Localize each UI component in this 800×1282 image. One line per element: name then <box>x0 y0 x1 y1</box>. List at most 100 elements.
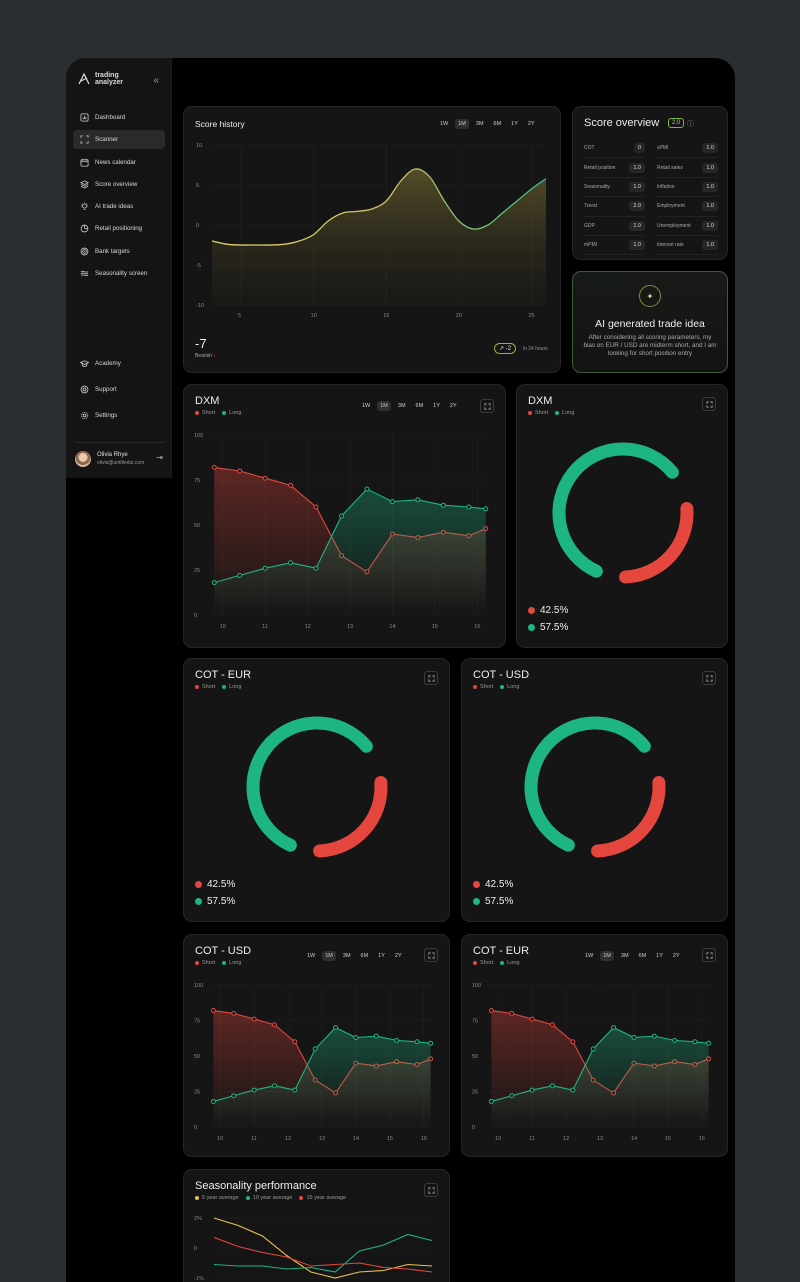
tf-2y[interactable]: 2Y <box>449 403 457 409</box>
score-value-pill: 1.0 <box>702 220 718 231</box>
score-value-pill: 1.0 <box>702 143 718 154</box>
donut-slice-long <box>524 716 651 852</box>
sidebar-item-support[interactable]: Support <box>73 380 165 399</box>
legend-15y: 15 year average <box>299 1195 346 1201</box>
y-tick-label: 75 <box>472 1019 478 1025</box>
pie-icon <box>80 225 89 233</box>
y-tick-label: -5 <box>196 263 201 269</box>
y-tick-label: 2% <box>194 1216 202 1222</box>
data-point <box>672 1037 678 1043</box>
tf-1y[interactable]: 1Y <box>511 121 518 127</box>
tf-3m[interactable]: 3M <box>397 403 406 409</box>
score-change-note: in 24 hours <box>523 346 548 352</box>
score-row: Inflation 1.0 <box>657 178 718 198</box>
sidebar-item-settings[interactable]: Settings <box>73 406 165 425</box>
logout-icon[interactable]: ⇥ <box>156 453 163 462</box>
tf-1w[interactable]: 1W <box>585 953 594 959</box>
sidebar-item-academy[interactable]: Academy <box>73 354 165 373</box>
x-tick-label: 14 <box>631 1136 637 1142</box>
sidebar-item-scanner[interactable]: Scanner <box>73 130 165 150</box>
tf-6m[interactable]: 6M <box>493 121 502 127</box>
sidebar-item-bank-targets[interactable]: Bank targets <box>73 242 165 261</box>
y-tick-label: 10 <box>196 143 202 149</box>
x-tick-label: 14 <box>353 1136 359 1142</box>
sidebar-item-news-calendar[interactable]: News calendar <box>73 153 165 172</box>
data-point <box>651 1033 657 1039</box>
short-percent: 42.5% <box>195 879 235 890</box>
info-icon[interactable]: ⓘ <box>687 121 694 128</box>
tf-6m[interactable]: 6M <box>415 403 424 409</box>
expand-button[interactable] <box>424 948 438 962</box>
y-tick-label: 75 <box>194 1019 200 1025</box>
tf-1w[interactable]: 1W <box>362 403 371 409</box>
expand-icon <box>705 400 713 408</box>
y-tick-label: 0 <box>194 1125 197 1131</box>
tf-6m[interactable]: 6M <box>638 953 647 959</box>
score-row: COT 0 <box>584 139 645 159</box>
series-line-long <box>213 1026 431 1102</box>
score-overview-grid: COT 0 sPMI 1.0 Retail position 1.0 Retail sale… <box>584 139 718 256</box>
long-percent: 57.5% <box>195 896 235 907</box>
sidebar-item-label: Settings <box>95 412 118 419</box>
timeframe-selector: 1W 1M 3M 6M 1Y 2Y <box>359 401 460 411</box>
data-point <box>373 1033 379 1039</box>
data-point <box>288 482 294 488</box>
expand-button[interactable] <box>702 948 716 962</box>
sidebar-item-retail-positioning[interactable]: Retail positioning <box>73 219 165 238</box>
sidebar-item-ai-trade-ideas[interactable]: AI trade ideas <box>73 197 165 216</box>
tf-3m[interactable]: 3M <box>620 953 629 959</box>
expand-button[interactable] <box>702 397 716 411</box>
ai-trade-idea-card[interactable]: ✦ AI generated trade idea After consider… <box>572 271 728 373</box>
expand-button[interactable] <box>424 671 438 685</box>
collapse-sidebar-icon[interactable]: « <box>153 75 159 86</box>
tf-6m[interactable]: 6M <box>360 953 369 959</box>
y-tick-label: 100 <box>194 983 203 989</box>
sidebar-item-seasonality-screen[interactable]: Seasonality screen <box>73 264 165 283</box>
tf-2y[interactable]: 2Y <box>672 953 680 959</box>
tf-3m[interactable]: 3M <box>342 953 351 959</box>
x-tick-label: 11 <box>529 1136 535 1142</box>
tf-2y[interactable]: 2Y <box>394 953 402 959</box>
tf-2y[interactable]: 2Y <box>527 121 535 127</box>
y-tick-label: 25 <box>472 1090 478 1096</box>
card-title: DXM <box>528 395 553 407</box>
x-tick-label: 12 <box>285 1136 291 1142</box>
score-key: Unemployment <box>657 222 691 229</box>
y-tick-label: -10 <box>196 303 204 309</box>
legend-short: Short <box>473 684 493 690</box>
score-row: Retail sales 1.0 <box>657 158 718 178</box>
tf-1y[interactable]: 1Y <box>433 403 440 409</box>
expand-button[interactable] <box>480 399 494 413</box>
sidebar-item-label: News calendar <box>95 158 136 166</box>
chart-legend: Short Long <box>195 410 241 416</box>
tf-3m[interactable]: 3M <box>475 121 484 127</box>
expand-button[interactable] <box>702 671 716 685</box>
tf-1m[interactable]: 1M <box>455 119 469 129</box>
data-point <box>211 464 217 470</box>
tf-1w[interactable]: 1W <box>440 121 449 127</box>
tf-1w[interactable]: 1W <box>307 953 316 959</box>
score-history-card: Score history 1W 1M 3M 6M 1Y 2Y 10 5 0 -5 -1… <box>183 106 561 373</box>
data-point <box>488 1008 494 1014</box>
tf-1m[interactable]: 1M <box>600 951 614 961</box>
y-tick-label: 100 <box>472 983 481 989</box>
logo[interactable]: trading analyzer <box>78 72 123 86</box>
card-title: COT - EUR <box>195 669 252 681</box>
tf-1m[interactable]: 1M <box>322 951 336 961</box>
tf-1y[interactable]: 1Y <box>656 953 663 959</box>
data-point <box>231 1010 237 1016</box>
avatar <box>75 451 91 467</box>
y-tick-label: 0 <box>472 1125 475 1131</box>
expand-button[interactable] <box>424 1183 438 1197</box>
data-point <box>706 1040 712 1046</box>
score-value-pill: 1.0 <box>629 240 645 251</box>
data-point <box>466 504 472 510</box>
bulb-icon <box>80 202 89 211</box>
ai-card-description: After considering all scoring parameters… <box>583 334 717 357</box>
tf-1y[interactable]: 1Y <box>378 953 385 959</box>
score-key: Inflation <box>657 183 675 190</box>
sidebar-item-score-overview[interactable]: Score overview <box>73 175 165 194</box>
user-profile[interactable]: Olivia Rhye olivia@untitledui.com ⇥ <box>75 442 165 467</box>
sidebar-item-dashboard[interactable]: Dashboard <box>73 108 165 127</box>
tf-1m[interactable]: 1M <box>377 401 391 411</box>
